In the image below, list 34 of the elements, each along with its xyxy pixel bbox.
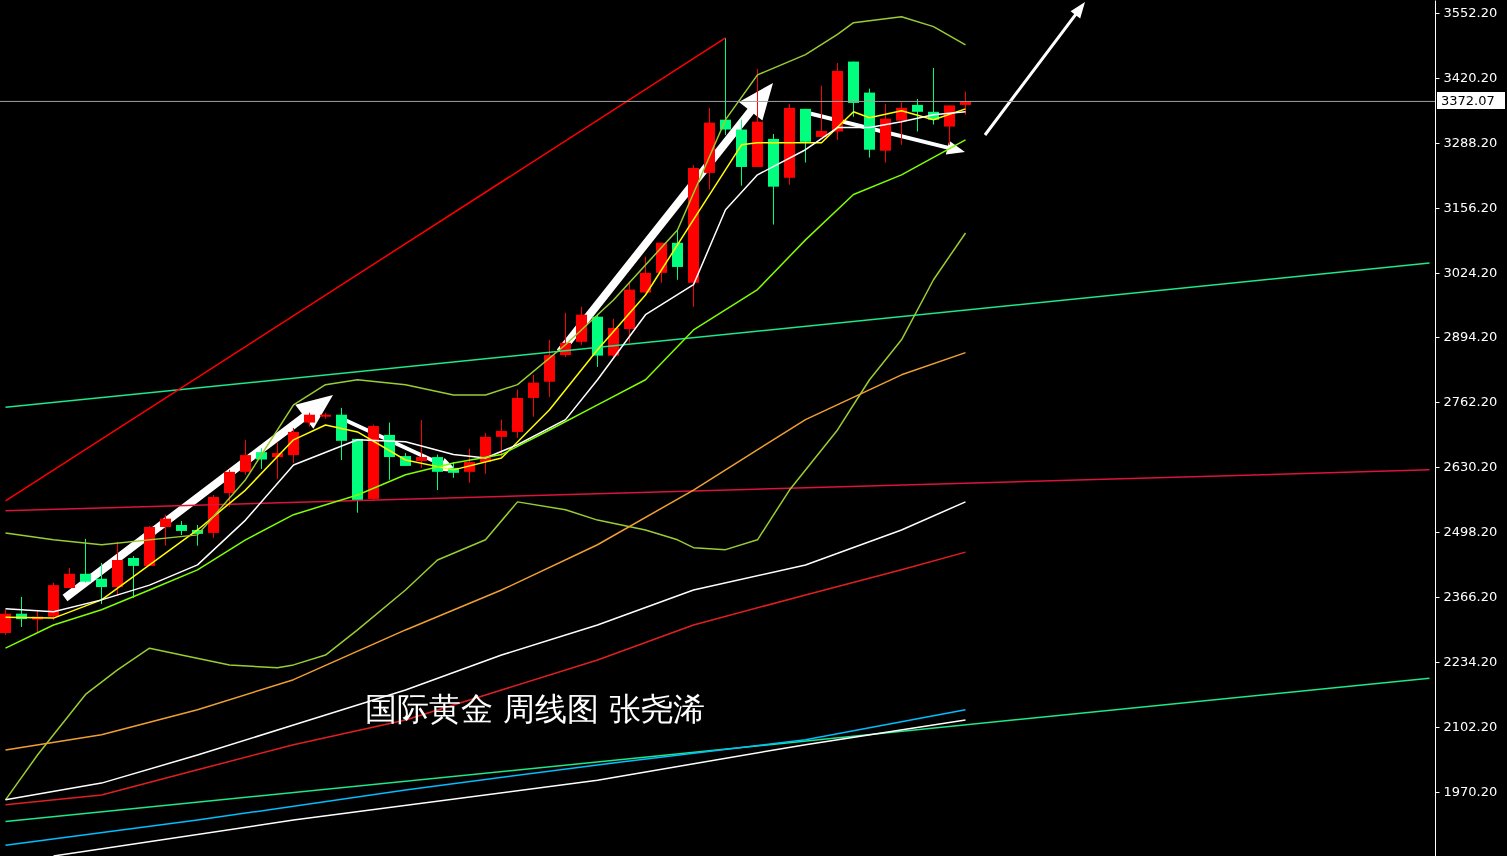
candlestick	[288, 427, 299, 464]
y-tick-label: 2894.20	[1443, 329, 1498, 345]
y-tick-label: 1970.20	[1443, 784, 1498, 800]
y-tick-label: 2102.20	[1443, 719, 1498, 735]
candlestick	[240, 439, 251, 476]
line-series	[4, 351, 967, 751]
candlestick	[496, 419, 507, 458]
ref-line-label: 3372.07	[1441, 93, 1495, 109]
y-tick-label: 3420.20	[1443, 70, 1498, 86]
candlestick	[528, 374, 539, 418]
y-tick-label: 3552.20	[1443, 5, 1498, 21]
line-series	[4, 16, 967, 546]
candlestick	[128, 555, 139, 599]
y-tick-label: 3024.20	[1443, 265, 1498, 281]
candlestick	[640, 256, 651, 294]
candlestick	[0, 609, 11, 636]
candlestick	[944, 104, 955, 146]
y-tick-label: 2630.20	[1443, 459, 1498, 475]
line-series	[4, 501, 967, 801]
y-tick-label: 2234.20	[1443, 654, 1498, 670]
line-series	[4, 551, 967, 806]
y-tick-label: 2762.20	[1443, 394, 1498, 410]
candlestick	[816, 85, 827, 138]
y-tick-label: 3156.20	[1443, 200, 1498, 216]
candlestick	[96, 562, 107, 605]
candlestick	[416, 419, 427, 469]
y-tick-label: 3288.20	[1443, 135, 1498, 151]
y-tick-label: 2498.20	[1443, 524, 1498, 540]
y-tick-label: 2366.20	[1443, 589, 1498, 605]
candlestick	[80, 538, 91, 584]
candlestick	[224, 469, 235, 508]
candlestick	[160, 514, 171, 547]
candlestick	[912, 98, 923, 132]
line-series	[4, 232, 967, 801]
